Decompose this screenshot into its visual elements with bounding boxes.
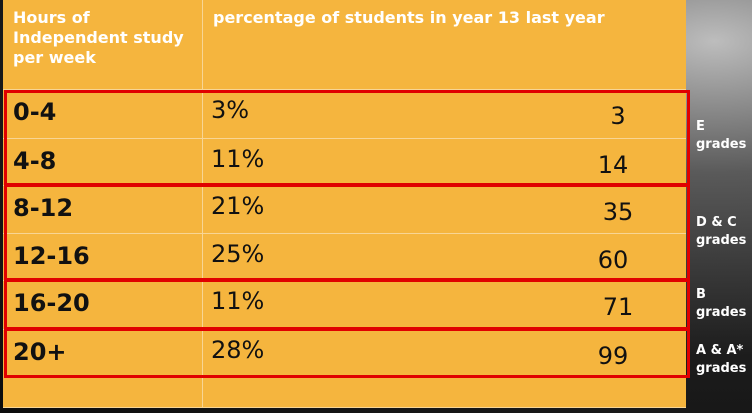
grade-box	[4, 279, 690, 330]
grade-label: A & A* grades	[696, 343, 747, 376]
cumulative: 14	[597, 150, 629, 179]
cumulative: 35	[602, 198, 634, 226]
cumulative: 71	[602, 293, 634, 321]
grade-box	[4, 328, 690, 378]
row-label: 8-12	[3, 186, 203, 234]
grade-label: D & C grades	[696, 215, 747, 248]
grade-box	[4, 184, 690, 281]
row-label: 0-4	[3, 90, 203, 139]
row-label: 20+	[3, 330, 203, 408]
grade-label: B grades	[696, 287, 747, 320]
grade-label: E grades	[696, 119, 747, 152]
header-cell: percentage of students in year 13 last y…	[203, 0, 686, 90]
cumulative: 60	[597, 245, 629, 274]
table: Hours of Independent study per week perc…	[3, 0, 686, 408]
header-cell: Hours of Independent study per week	[3, 0, 203, 90]
row-label: 16-20	[3, 281, 203, 330]
percentage: 21%	[203, 186, 686, 234]
grade-box	[4, 90, 690, 186]
cumulative: 99	[597, 342, 629, 370]
percentage: 28%	[203, 330, 686, 408]
percentage: 3%	[203, 90, 686, 139]
cumulative: 3	[610, 102, 626, 130]
